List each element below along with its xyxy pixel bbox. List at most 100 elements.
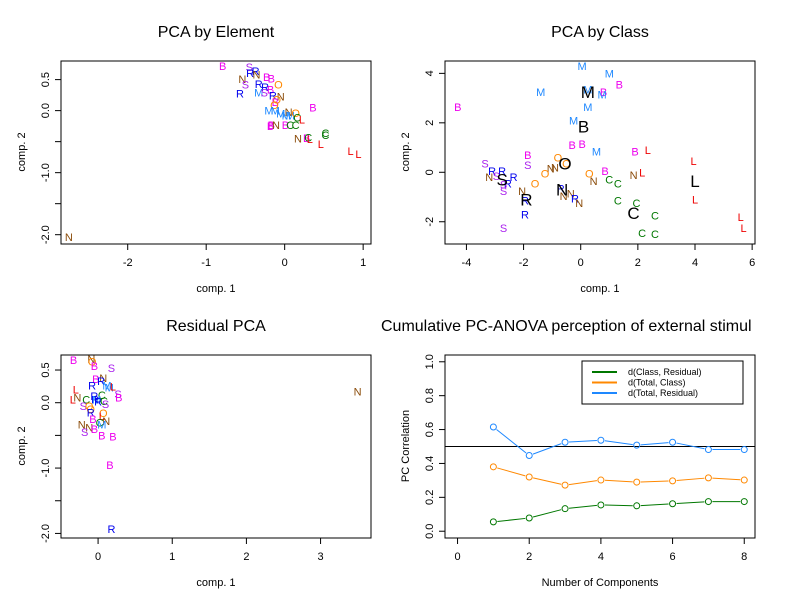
series-segment (712, 477, 741, 481)
x-axis-label: comp. 1 (196, 577, 235, 589)
series-point (525, 473, 533, 481)
point-label-b: B (272, 97, 279, 109)
series-segment (676, 477, 705, 482)
point-label-c: C (322, 128, 330, 140)
point-label-b: B (524, 150, 531, 162)
x-tick-label: 8 (741, 551, 747, 563)
series-segment (676, 442, 705, 450)
point-label-b: B (219, 61, 226, 73)
point-label-n: N (272, 120, 280, 132)
point-label-b: B (282, 120, 289, 132)
x-tick-label: 1 (169, 551, 175, 563)
point-label-r: R (488, 166, 496, 178)
point-label-l: L (355, 149, 361, 161)
point-label-r: R (571, 193, 579, 205)
point-label-n: N (354, 387, 362, 399)
y-tick-label: 0 (424, 169, 436, 175)
point-label-r: R (269, 91, 277, 103)
point-label-r: R (521, 196, 529, 208)
point-label-o: O (274, 80, 283, 92)
point-label-b: B (91, 424, 98, 436)
y-tick-label: 1.0 (424, 354, 436, 369)
point-label-b: B (263, 72, 270, 84)
point-label-m: M (578, 61, 587, 73)
point-label-m: M (92, 394, 101, 406)
point-label-b: B (91, 361, 98, 373)
point-label-c: C (286, 120, 294, 132)
series-segment (604, 504, 633, 507)
point-label-r: R (107, 524, 115, 536)
point-label-b: B (268, 73, 275, 85)
point-label-l: L (307, 134, 313, 146)
x-tick-label: 0 (95, 551, 101, 563)
legend-label: d(Total, Class) (628, 378, 686, 388)
y-tick-label: 2 (424, 120, 436, 126)
series-point (740, 498, 748, 506)
point-label-s: S (500, 180, 507, 192)
x-tick-label: -2 (519, 257, 529, 269)
point-label-r: R (557, 183, 565, 195)
point-label-l: L (299, 114, 305, 126)
y-tick-label: -1.0 (40, 459, 52, 478)
series-point (489, 463, 497, 471)
point-label-l: L (645, 145, 651, 157)
point-label-o: O (99, 408, 108, 420)
point-label-n: N (485, 172, 493, 184)
point-label-b: B (267, 85, 274, 97)
x-axis-label: Number of Components (542, 577, 659, 589)
point-label-s: S (500, 223, 507, 235)
centroid-label-s: S (496, 171, 507, 190)
point-label-n: N (73, 392, 81, 404)
series-point (633, 441, 641, 449)
point-label-r: R (521, 209, 529, 221)
series-point (669, 500, 677, 508)
y-tick-label: 0.8 (424, 388, 436, 403)
y-tick-label: 0.2 (424, 490, 436, 505)
x-tick-label: -4 (462, 257, 472, 269)
series-point (633, 478, 641, 486)
panel-title: Residual PCA (166, 318, 266, 335)
y-tick-label: -1.0 (40, 163, 52, 182)
point-label-o: O (541, 169, 550, 181)
point-label-n: N (560, 191, 568, 203)
centroid-label-c: C (627, 204, 639, 223)
panel-pca-by-element: PCA by Element comp. 1 comp. 2 -2 -1 0 1 0.5… (16, 24, 372, 295)
plot-frame (60, 354, 372, 539)
point-label-s: S (108, 363, 115, 375)
point-label-b: B (92, 374, 99, 386)
series-segment (676, 501, 705, 505)
point-label-c: C (322, 130, 330, 142)
point-label-l: L (738, 212, 744, 224)
point-label-c: C (100, 396, 108, 408)
point-label-m: M (254, 88, 263, 100)
point-label-n: N (277, 91, 285, 103)
point-label-n: N (252, 70, 260, 82)
y-tick-label: -2.0 (40, 524, 52, 543)
point-label-s: S (500, 186, 507, 198)
y-tick-label: 0.5 (40, 72, 52, 87)
point-label-m: M (605, 68, 614, 80)
panel-title: PCA by Element (158, 24, 275, 41)
x-tick-label: 0 (578, 257, 584, 269)
panel-title: PCA by Class (551, 24, 649, 41)
series-point (740, 476, 748, 484)
series-segment (568, 480, 598, 486)
x-tick-label: 0 (282, 257, 288, 269)
series-segment (533, 477, 562, 485)
point-label-m: M (105, 383, 114, 395)
y-axis-label: comp. 2 (400, 132, 412, 171)
panel-title: Cumulative PC-ANOVA perception of extern… (381, 318, 752, 335)
point-label-n: N (590, 176, 598, 188)
point-label-n: N (575, 198, 583, 210)
point-label-c: C (651, 211, 659, 223)
point-label-c: C (96, 417, 104, 429)
y-tick-label: 0.4 (424, 456, 436, 471)
point-label-r: R (87, 408, 95, 420)
point-label-n: N (630, 170, 638, 182)
point-label-b: B (568, 140, 575, 152)
point-label-b: B (454, 102, 461, 114)
point-label-l: L (318, 139, 324, 151)
point-label-r: R (97, 376, 105, 388)
point-label-b: B (578, 139, 585, 151)
series-segment (568, 504, 597, 509)
